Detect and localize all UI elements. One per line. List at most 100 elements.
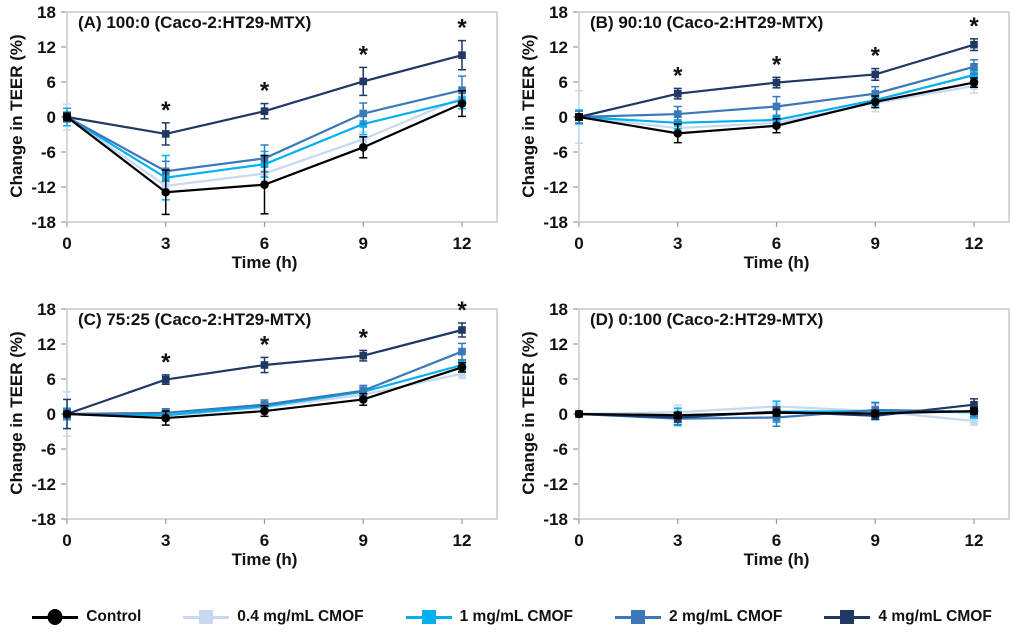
legend-label: 0.4 mg/mL CMOF [237, 608, 364, 625]
svg-text:6: 6 [772, 531, 781, 550]
c1-square-marker-icon [421, 610, 436, 624]
significance-asterisk: * [161, 349, 171, 376]
svg-text:18: 18 [37, 3, 56, 22]
panel-c-title: (C) 75:25 (Caco-2:HT29-MTX) [78, 310, 312, 329]
significance-asterisk: * [673, 62, 683, 89]
svg-text:0: 0 [62, 531, 71, 550]
panel-d-x-axis-label: Time (h) [743, 550, 810, 569]
panel-b-title: (B) 90:10 (Caco-2:HT29-MTX) [590, 13, 824, 32]
svg-text:18: 18 [549, 3, 568, 22]
svg-text:12: 12 [453, 234, 472, 253]
panel-b: 18 12 6 0 -6 -12 -18 0 3 6 9 12 * * * * (B) 90:10 (Caco… [512, 0, 1024, 297]
panel-b-y-axis-label: Change in TEER (%) [519, 34, 538, 198]
panel-d: 18 12 6 0 -6 -12 -18 0 3 6 9 12 (D) 0:100 (Caco-2:H… [512, 297, 1024, 594]
c2-line-sample [615, 610, 662, 624]
c4-line-sample [824, 610, 871, 624]
panel-c: 18 12 6 0 -6 -12 -18 0 3 6 9 12 * * * * (C) 75:25 (Caco… [0, 297, 512, 594]
svg-text:12: 12 [37, 38, 56, 57]
svg-text:6: 6 [47, 370, 56, 389]
svg-text:-6: -6 [41, 440, 56, 459]
svg-text:-12: -12 [543, 475, 568, 494]
svg-text:-6: -6 [553, 143, 568, 162]
svg-text:3: 3 [673, 531, 682, 550]
significance-asterisk: * [359, 324, 369, 351]
significance-asterisk: * [457, 15, 467, 42]
svg-text:0: 0 [62, 234, 71, 253]
svg-text:6: 6 [772, 234, 781, 253]
legend-item-2-mg-ml: 2 mg/mL CMOF [615, 608, 782, 626]
svg-text:9: 9 [359, 234, 368, 253]
svg-text:18: 18 [549, 300, 568, 319]
svg-text:3: 3 [161, 531, 170, 550]
svg-text:12: 12 [37, 335, 56, 354]
legend-label: 1 mg/mL CMOF [459, 608, 574, 625]
legend-item-4-mg-ml: 4 mg/mL CMOF [824, 608, 992, 626]
panel-a-chart: 18 12 6 0 -6 -12 -18 0 3 6 9 12 * * * * [31, 3, 498, 253]
legend-label: 4 mg/mL CMOF [878, 608, 992, 625]
svg-text:9: 9 [359, 531, 368, 550]
svg-text:-6: -6 [553, 440, 568, 459]
panel-c-x-axis-label: Time (h) [231, 550, 298, 569]
panel-d-title: (D) 0:100 (Caco-2:HT29-MTX) [590, 310, 824, 329]
significance-asterisk: * [871, 43, 881, 70]
svg-text:12: 12 [549, 38, 568, 57]
figure-legend: Control 0.4 mg/mL CMOF 1 mg/mL CMOF 2 mg… [0, 597, 1024, 637]
c2-square-marker-icon [631, 610, 646, 624]
panel-b-x-axis-label: Time (h) [743, 253, 810, 272]
svg-text:9: 9 [871, 234, 880, 253]
c4-square-marker-icon [840, 610, 855, 624]
svg-text:6: 6 [260, 234, 269, 253]
panel-a: 18 12 6 0 -6 -12 -18 0 3 6 9 12 * * * * (A) 100:0 (Caco… [0, 0, 512, 297]
significance-asterisk: * [359, 41, 369, 68]
svg-text:12: 12 [453, 531, 472, 550]
svg-text:-18: -18 [543, 213, 568, 232]
svg-text:-18: -18 [543, 510, 568, 529]
svg-text:-12: -12 [543, 178, 568, 197]
significance-asterisk: * [772, 51, 782, 78]
panel-d-y-axis-label: Change in TEER (%) [519, 331, 538, 495]
panel-d-chart: 18 12 6 0 -6 -12 -18 0 3 6 9 12 [543, 300, 1010, 550]
svg-text:-6: -6 [41, 143, 56, 162]
svg-text:3: 3 [673, 234, 682, 253]
svg-text:6: 6 [559, 370, 568, 389]
significance-asterisk: * [161, 97, 171, 124]
panel-a-x-axis-label: Time (h) [231, 253, 298, 272]
legend-label: Control [86, 608, 142, 625]
c04-line-sample [183, 610, 230, 624]
legend-item-control: Control [32, 608, 141, 626]
significance-asterisk: * [260, 78, 270, 105]
svg-text:0: 0 [47, 108, 56, 127]
svg-text:-18: -18 [31, 510, 56, 529]
panel-b-chart: 18 12 6 0 -6 -12 -18 0 3 6 9 12 * * * * [543, 3, 1010, 253]
svg-text:12: 12 [965, 531, 984, 550]
svg-text:0: 0 [574, 234, 583, 253]
significance-asterisk: * [457, 297, 467, 324]
significance-asterisk: * [969, 13, 979, 40]
c04-square-marker-icon [199, 610, 214, 624]
panel-a-title: (A) 100:0 (Caco-2:HT29-MTX) [78, 13, 312, 32]
svg-text:9: 9 [871, 531, 880, 550]
legend-item-1-mg-ml: 1 mg/mL CMOF [405, 608, 574, 626]
legend-item-0-4-mg-ml: 0.4 mg/mL CMOF [183, 608, 364, 626]
svg-text:0: 0 [47, 405, 56, 424]
svg-text:6: 6 [260, 531, 269, 550]
significance-asterisk: * [260, 331, 270, 358]
panel-c-chart: 18 12 6 0 -6 -12 -18 0 3 6 9 12 * * * * [31, 297, 498, 550]
svg-text:0: 0 [574, 531, 583, 550]
svg-text:12: 12 [549, 335, 568, 354]
svg-text:0: 0 [559, 405, 568, 424]
svg-text:3: 3 [161, 234, 170, 253]
control-line-sample [32, 609, 79, 625]
c1-line-sample [405, 610, 452, 624]
svg-text:0: 0 [559, 108, 568, 127]
control-circle-marker-icon [47, 609, 63, 625]
svg-text:-18: -18 [31, 213, 56, 232]
svg-text:18: 18 [37, 300, 56, 319]
legend-label: 2 mg/mL CMOF [669, 608, 783, 625]
svg-text:6: 6 [47, 73, 56, 92]
svg-text:12: 12 [965, 234, 984, 253]
panel-a-y-axis-label: Change in TEER (%) [7, 34, 26, 198]
svg-text:-12: -12 [31, 178, 56, 197]
svg-text:6: 6 [559, 73, 568, 92]
